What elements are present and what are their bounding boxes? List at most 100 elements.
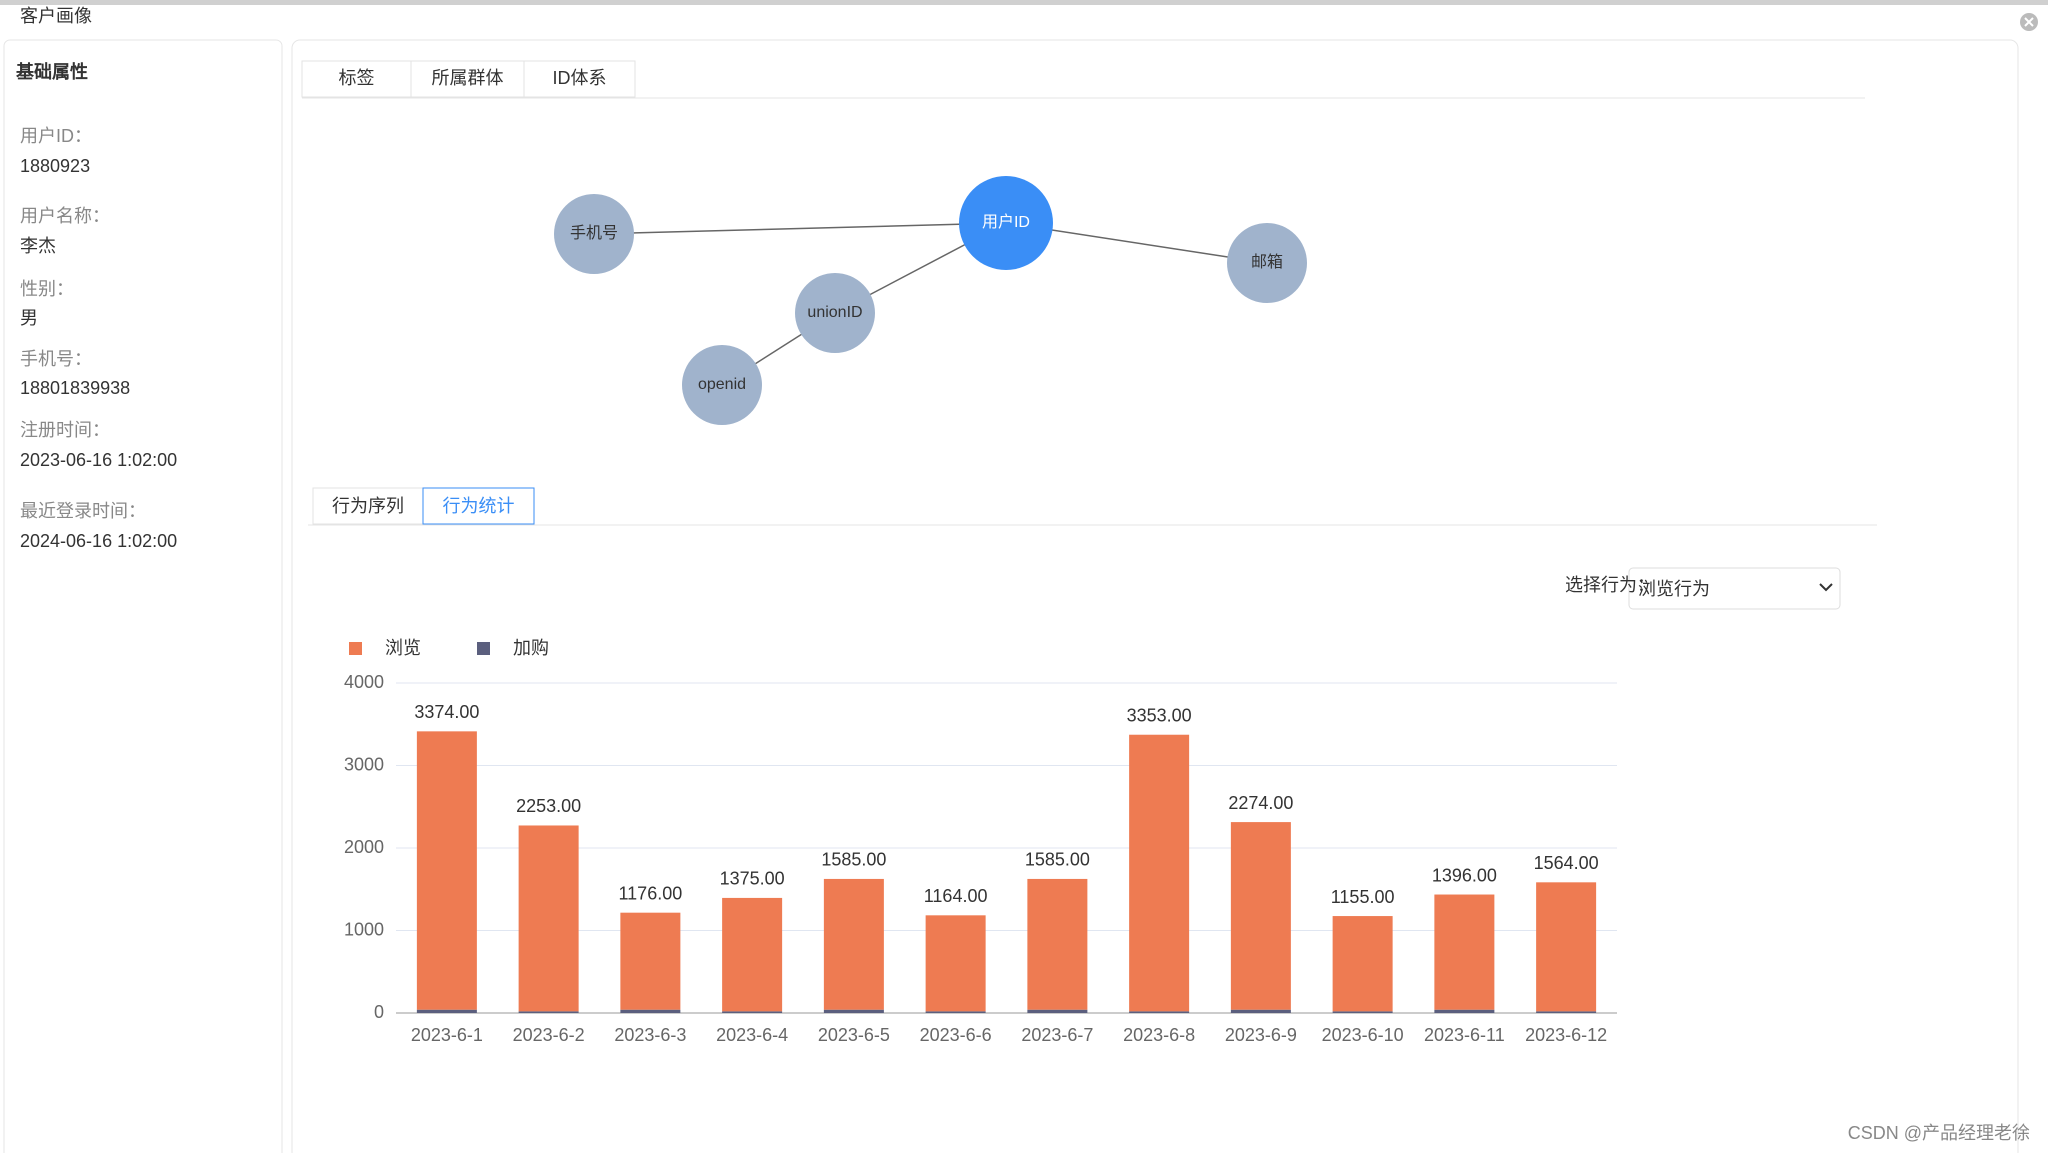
main-panel (291, 39, 2019, 1158)
field-label: 用户ID： (20, 126, 92, 146)
tab[interactable] (312, 487, 424, 525)
bar (1027, 1009, 1088, 1013)
y-tick-label: 2000 (344, 837, 384, 857)
graph-node-label: unionID (807, 304, 862, 321)
field-label: 手机号： (20, 349, 92, 369)
tab-label: 行为统计 (443, 496, 515, 516)
tab-label: 行为序列 (332, 496, 404, 516)
tab-label: 所属群体 (432, 68, 504, 88)
data-label: 1375.00 (720, 869, 785, 889)
field-label: 性别： (20, 279, 74, 299)
select-label: 选择行为： (1565, 575, 1655, 595)
graph-node[interactable] (1227, 223, 1307, 303)
data-label: 1396.00 (1432, 865, 1497, 885)
field-value: 男 (20, 308, 38, 328)
y-tick-label: 4000 (344, 672, 384, 692)
x-tick-label: 2023-6-2 (513, 1025, 585, 1045)
bar (620, 1009, 681, 1013)
tab[interactable] (422, 487, 535, 525)
select-arrow (1819, 583, 1833, 592)
field-value: 李杰 (20, 236, 56, 256)
x-tick-label: 2023-6-9 (1225, 1025, 1297, 1045)
field-label: 注册时间： (20, 420, 110, 440)
select-value: 浏览行为 (1638, 579, 1710, 599)
sidebar-panel (3, 39, 283, 1158)
y-tick-label: 3000 (344, 754, 384, 774)
bar (1129, 1011, 1190, 1013)
bar (823, 878, 884, 1010)
graph-node-label: 邮箱 (1251, 253, 1283, 271)
data-label: 2274.00 (1228, 793, 1293, 813)
field-value: 18801839938 (20, 378, 130, 398)
legend-swatch (349, 642, 362, 655)
bar (1434, 894, 1495, 1010)
legend-swatch (477, 642, 490, 655)
bar (722, 1011, 783, 1013)
field-label: 用户名称： (20, 206, 110, 226)
x-tick-label: 2023-6-7 (1021, 1025, 1093, 1045)
x-tick-label: 2023-6-12 (1525, 1025, 1607, 1045)
data-label: 1176.00 (619, 883, 683, 903)
x-tick-label: 2023-6-10 (1322, 1025, 1404, 1045)
bar (518, 1011, 579, 1013)
field-value: 2024-06-16 1:02:00 (20, 531, 177, 551)
data-label: 3353.00 (1127, 705, 1192, 725)
legend-label: 加购 (513, 638, 549, 658)
x-tick-label: 2023-6-1 (411, 1025, 483, 1045)
bar (1129, 734, 1190, 1012)
graph-node-label: openid (698, 376, 746, 393)
bar (925, 915, 986, 1012)
tab-label: 标签 (339, 68, 375, 88)
bar (925, 1011, 986, 1013)
data-label: 2253.00 (516, 796, 581, 816)
behavior-select[interactable] (1628, 567, 1841, 610)
x-tick-label: 2023-6-5 (818, 1025, 890, 1045)
data-label: 1164.00 (924, 886, 988, 906)
bar (1332, 1011, 1393, 1013)
graph-node-label: 用户ID (982, 213, 1030, 231)
graph-node[interactable] (959, 176, 1053, 270)
top-bar (0, 0, 2048, 5)
data-label: 1155.00 (1331, 887, 1395, 907)
legend-label: 浏览 (385, 638, 421, 658)
window-title: 客户画像 (20, 6, 92, 26)
x-tick-label: 2023-6-4 (716, 1025, 788, 1045)
x-tick-label: 2023-6-11 (1424, 1025, 1505, 1045)
bar (620, 912, 681, 1010)
data-label: 1585.00 (1025, 850, 1090, 870)
bar (1027, 878, 1088, 1010)
bar (1230, 1009, 1291, 1013)
tab-label: ID体系 (553, 68, 607, 88)
data-label: 1564.00 (1534, 853, 1599, 873)
data-label: 3374.00 (414, 702, 479, 722)
field-value: 1880923 (20, 156, 90, 176)
x-tick-label: 2023-6-3 (614, 1025, 686, 1045)
x-tick-label: 2023-6-6 (920, 1025, 992, 1045)
graph-node-label: 手机号 (570, 224, 618, 242)
close-icon (2024, 17, 2034, 27)
y-tick-label: 1000 (344, 919, 384, 939)
x-tick-label: 2023-6-8 (1123, 1025, 1195, 1045)
bar (722, 897, 783, 1012)
field-value: 2023-06-16 1:02:00 (20, 450, 177, 470)
graph-node[interactable] (682, 345, 762, 425)
bar (518, 825, 579, 1012)
y-tick-label: 0 (374, 1002, 384, 1022)
graph-edge (593, 222, 1007, 235)
graph-node[interactable] (554, 194, 634, 274)
tab[interactable] (523, 60, 636, 98)
bar (1332, 916, 1393, 1012)
bar (1536, 882, 1597, 1012)
bar (1434, 1009, 1495, 1013)
bar (1536, 1011, 1597, 1013)
field-label: 最近登录时间： (20, 501, 146, 521)
graph-node[interactable] (795, 273, 875, 353)
bar (416, 1009, 477, 1013)
data-label: 1585.00 (821, 850, 886, 870)
sidebar-title: 基础属性 (15, 61, 88, 82)
watermark: CSDN @产品经理老徐 (1848, 1123, 2030, 1143)
bar (416, 731, 477, 1010)
bar (823, 1009, 884, 1013)
